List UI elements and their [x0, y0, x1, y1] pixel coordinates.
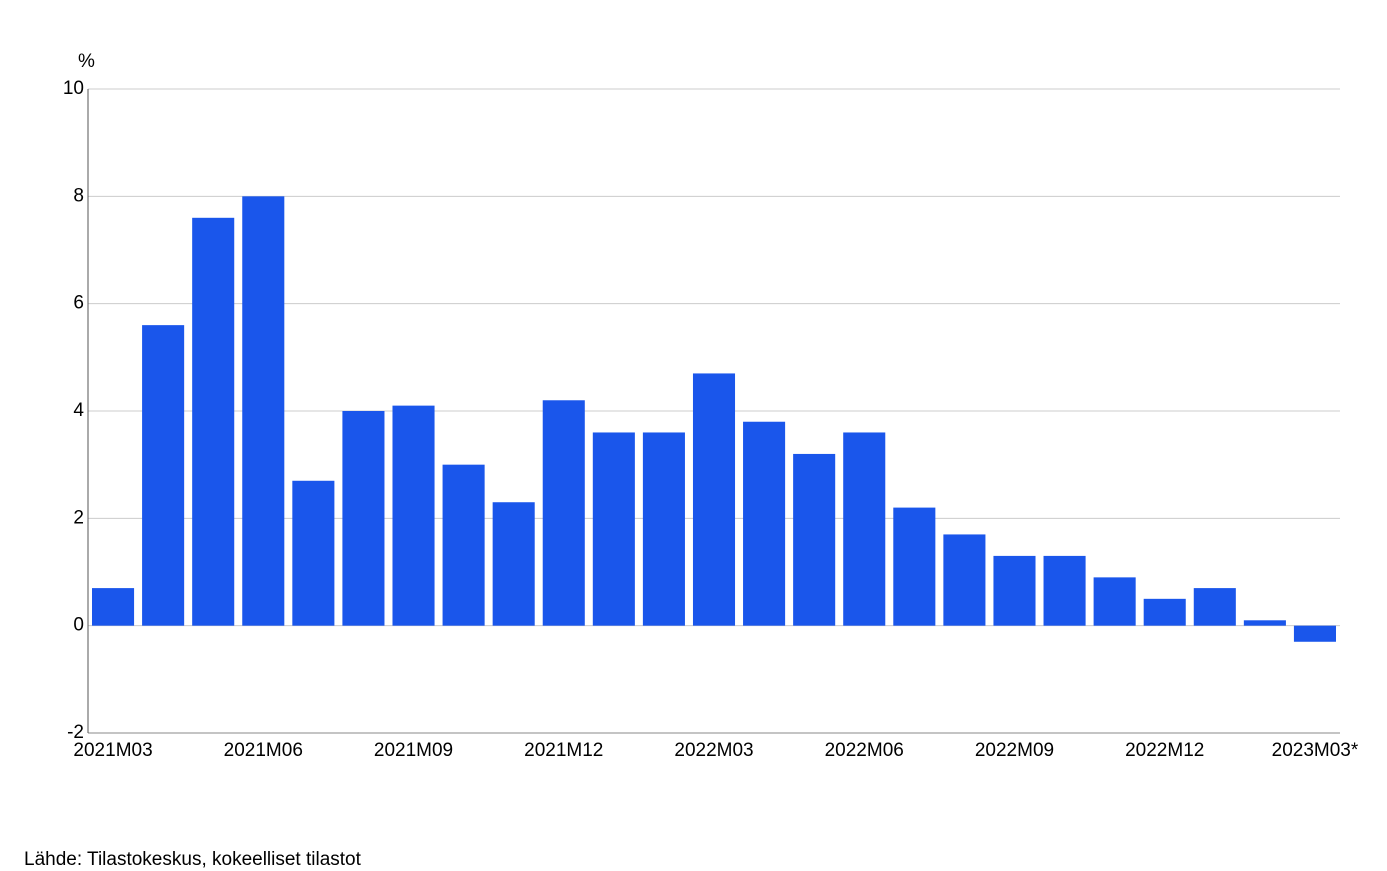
bar	[1293, 625, 1336, 642]
bar	[192, 217, 235, 626]
bar	[642, 432, 685, 626]
bar	[392, 405, 435, 626]
y-tick-label: 6	[73, 293, 84, 314]
bar	[843, 432, 886, 626]
y-tick-label: 2	[73, 507, 84, 528]
y-tick-label: 0	[73, 615, 84, 636]
bar	[1143, 598, 1186, 626]
bar	[1043, 555, 1086, 626]
x-tick-label: 2023M03*	[1272, 740, 1359, 761]
x-tick-label: 2021M03	[73, 740, 152, 761]
bar	[943, 534, 986, 626]
bar	[292, 480, 335, 626]
x-tick-label: 2022M03	[674, 740, 753, 761]
x-tick-label: 2021M06	[224, 740, 303, 761]
source: Lähde: Tilastokeskus, kokeelliset tilast…	[24, 849, 362, 870]
x-tick-label: 2022M09	[975, 740, 1054, 761]
bar	[743, 421, 786, 626]
bar	[542, 400, 585, 626]
bar	[1243, 620, 1286, 626]
y-tick-label: -2	[67, 722, 84, 743]
bar	[893, 507, 936, 626]
bar	[92, 588, 135, 626]
bar	[692, 373, 736, 626]
x-tick-label: 2022M06	[825, 740, 904, 761]
y-tick-label: 10	[63, 78, 84, 99]
y-tick-label: 8	[73, 185, 84, 206]
y-tick-label: 4	[73, 400, 84, 421]
x-tick-label: 2021M09	[374, 740, 453, 761]
bar	[142, 325, 185, 626]
bar	[1193, 588, 1236, 626]
bar	[592, 432, 635, 626]
bar	[793, 453, 836, 626]
bar	[342, 411, 385, 626]
x-tick-label: 2021M12	[524, 740, 603, 761]
x-tick-label: 2022M12	[1125, 740, 1204, 761]
bar	[993, 555, 1036, 626]
bar	[1093, 577, 1136, 626]
bar	[492, 502, 535, 626]
y-unit: %	[78, 51, 95, 72]
bar	[242, 196, 285, 626]
bar	[442, 464, 485, 626]
